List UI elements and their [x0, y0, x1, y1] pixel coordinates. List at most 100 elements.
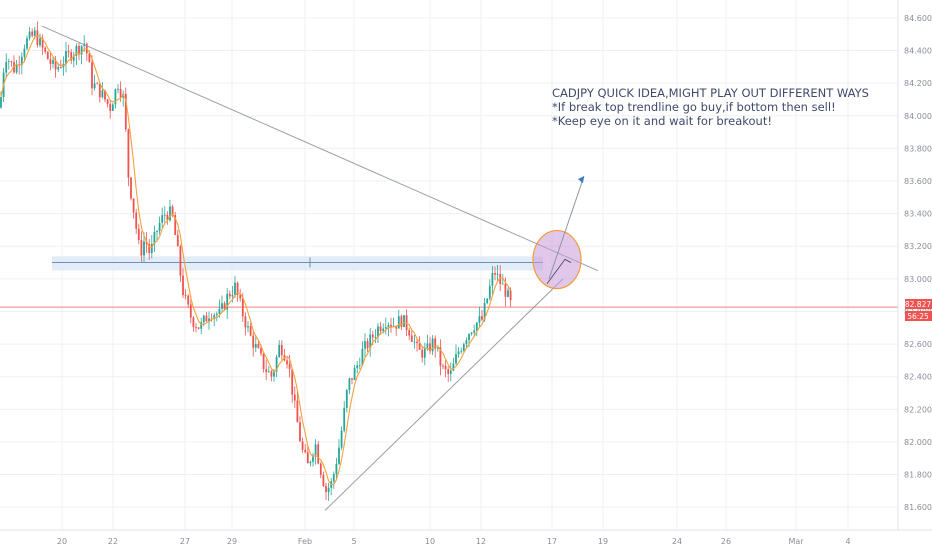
candle-body [36, 30, 39, 46]
candle-body [140, 240, 143, 256]
y-tick-label: 83.400 [904, 210, 932, 219]
candle-body [371, 334, 374, 338]
candle-body [332, 474, 335, 482]
countdown-label: 56:25 [907, 312, 929, 321]
candle-body [345, 390, 348, 408]
x-tick-label: 29 [227, 537, 237, 546]
candle-body [93, 83, 96, 89]
annotation-line-3: *Keep eye on it and wait for breakout! [552, 114, 772, 128]
candle-body [182, 275, 184, 296]
candle-body [236, 282, 239, 295]
candle-body [429, 343, 431, 352]
y-tick-label: 82.400 [904, 373, 932, 382]
candle-body [23, 48, 26, 57]
y-axis-panel[interactable] [898, 0, 932, 550]
candle-body [408, 330, 411, 336]
candle-body [231, 295, 234, 297]
candle-body [5, 61, 8, 73]
candle-body [171, 206, 174, 216]
candle-body [301, 441, 304, 450]
candle-body [169, 206, 171, 221]
candle-body [309, 461, 312, 464]
candle-body [325, 485, 327, 493]
candle-body [288, 364, 291, 370]
candle-body [179, 246, 182, 276]
candle-body [70, 52, 73, 61]
candle-body [317, 444, 320, 464]
candle-body [52, 60, 54, 64]
projection-path [546, 258, 572, 285]
candle-body [54, 60, 57, 70]
candle-body [382, 328, 385, 332]
candle-body [358, 365, 361, 367]
candle-body [267, 371, 270, 373]
candle-body [327, 487, 330, 493]
candle-body [377, 326, 379, 337]
candle-body [117, 88, 119, 90]
candle-body [215, 313, 218, 316]
candle-body [473, 330, 476, 333]
candle-body [132, 198, 135, 213]
x-tick-label: 12 [476, 537, 486, 546]
annotation-line-2: *If break top trendline go buy,if bottom… [552, 100, 836, 114]
candle-body [137, 228, 140, 241]
candle-body [455, 354, 457, 364]
candle-body [491, 272, 494, 286]
candle-body [460, 350, 463, 352]
candle-body [192, 317, 195, 328]
candle-body [291, 369, 294, 395]
candle-body [26, 38, 28, 49]
y-tick-label: 82.200 [904, 405, 932, 414]
y-tick-label: 81.800 [904, 471, 932, 480]
bottom-trendline [324, 278, 564, 511]
candle-body [262, 353, 265, 370]
candle-body [306, 452, 309, 464]
candle-body [200, 322, 203, 329]
top-trendline [41, 25, 599, 272]
candle-body [208, 318, 210, 322]
candle-body [20, 56, 23, 66]
candle-body [319, 463, 322, 475]
candle-body [335, 463, 338, 475]
annotation-text: CADJPY QUICK IDEA,MIGHT PLAY OUT DIFFERE… [552, 86, 869, 128]
candle-body [351, 378, 353, 380]
candle-body [213, 315, 216, 319]
x-tick-label: 27 [180, 537, 190, 546]
candle-body [218, 308, 221, 314]
candle-body [49, 59, 52, 64]
candle-body [340, 430, 343, 448]
candle-body [166, 214, 169, 221]
candle-body [387, 324, 390, 328]
candle-body [293, 394, 296, 401]
candle-body [483, 303, 486, 320]
candle-body [278, 344, 281, 357]
trendlines-layer [41, 25, 599, 511]
candle-body [174, 215, 177, 235]
candle-body [361, 348, 364, 366]
candle-body [158, 222, 161, 232]
x-tick-label: 4 [845, 537, 850, 546]
candle-body [260, 347, 262, 354]
candle-body [150, 243, 153, 254]
x-tick-label: 20 [57, 537, 67, 546]
candle-body [31, 31, 34, 36]
candle-body [7, 61, 10, 63]
countdown-badge [905, 311, 932, 321]
candle-body [98, 83, 101, 98]
candle-body [28, 31, 31, 39]
candle-body [104, 90, 106, 100]
candle-body [195, 327, 197, 328]
support-zone [52, 256, 543, 271]
candle-body [119, 88, 122, 98]
candle-body [379, 326, 382, 332]
candle-body [481, 316, 483, 320]
candle-body [410, 335, 413, 342]
candle-body [130, 177, 132, 199]
candle-body [59, 67, 62, 68]
y-tick-label: 84.400 [904, 47, 932, 56]
moving-average-line [0, 35, 512, 485]
candle-body [434, 338, 437, 349]
candle-body [507, 290, 509, 297]
